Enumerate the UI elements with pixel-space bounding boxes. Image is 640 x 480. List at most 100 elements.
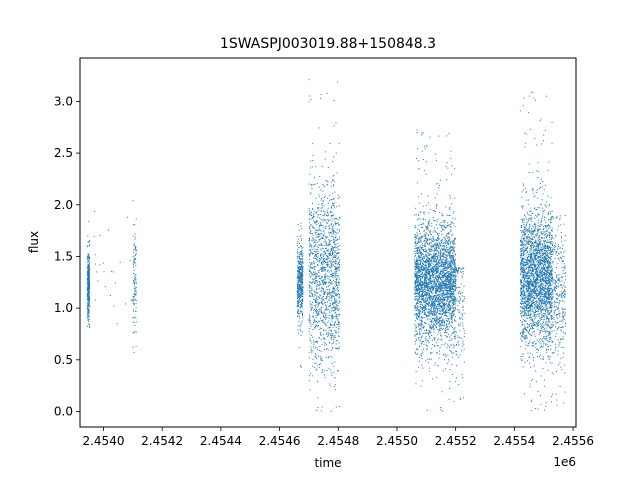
data-point (435, 299, 437, 301)
data-point (314, 255, 316, 257)
data-point (319, 244, 321, 246)
data-point (135, 317, 137, 319)
data-point (451, 255, 453, 257)
data-point (300, 273, 302, 275)
data-point (414, 235, 416, 237)
data-point (324, 311, 326, 313)
data-point (319, 309, 321, 311)
data-point (331, 273, 333, 275)
data-point (318, 253, 320, 255)
data-point (87, 272, 89, 274)
data-point (444, 267, 446, 269)
data-point (445, 307, 447, 309)
data-point (432, 298, 434, 300)
data-point (327, 261, 329, 263)
data-point (433, 305, 435, 307)
data-point (299, 265, 301, 267)
data-point (313, 245, 315, 247)
data-point (449, 275, 451, 277)
data-point (328, 243, 330, 245)
data-point (415, 290, 417, 292)
data-point (320, 223, 322, 225)
data-point (332, 335, 334, 337)
data-point (445, 270, 447, 272)
data-point (104, 286, 106, 288)
data-point (333, 275, 335, 277)
data-point (446, 250, 448, 252)
data-point (428, 341, 430, 343)
data-point (132, 255, 134, 257)
data-point (297, 313, 299, 315)
data-point (416, 250, 418, 252)
data-point (428, 315, 429, 317)
data-point (437, 295, 439, 297)
data-point (439, 322, 441, 324)
data-point (415, 371, 417, 373)
data-point (441, 279, 443, 281)
data-point (420, 355, 422, 357)
data-point (87, 282, 89, 284)
data-point (333, 260, 335, 262)
data-point (314, 240, 316, 242)
data-point (436, 247, 438, 248)
data-point (338, 295, 340, 297)
data-point (421, 294, 423, 296)
data-point (414, 276, 416, 278)
data-point (312, 234, 314, 236)
data-point (450, 241, 452, 243)
data-point (325, 266, 327, 268)
data-point (414, 262, 416, 264)
plot-area (80, 58, 576, 427)
data-point (442, 269, 444, 271)
data-point (435, 205, 437, 207)
data-point (416, 232, 418, 234)
data-point (450, 274, 452, 276)
data-point (313, 321, 315, 323)
data-point (443, 275, 445, 277)
data-point (422, 296, 424, 298)
data-point (298, 313, 300, 315)
data-point (422, 327, 424, 329)
data-point (331, 275, 333, 277)
data-point (442, 284, 444, 286)
data-point (432, 246, 434, 248)
data-point (414, 225, 416, 227)
data-point (318, 240, 320, 242)
data-point (299, 296, 301, 298)
data-point (337, 269, 339, 271)
data-point (439, 250, 441, 252)
data-point (322, 321, 324, 323)
data-point (312, 267, 314, 269)
data-point (322, 269, 324, 271)
data-point (334, 246, 336, 248)
data-point (314, 232, 316, 234)
data-point (450, 288, 452, 290)
data-point (320, 94, 322, 96)
data-point (453, 331, 455, 333)
data-point (431, 319, 433, 321)
data-point (436, 329, 438, 331)
data-point (336, 299, 338, 301)
data-point (436, 247, 438, 249)
data-point (315, 220, 317, 222)
data-point (417, 267, 419, 269)
data-point (446, 286, 448, 288)
data-point (300, 283, 302, 285)
data-point (450, 308, 452, 310)
data-point (444, 273, 446, 275)
data-point (453, 310, 455, 312)
data-point (443, 298, 445, 300)
data-point (428, 278, 430, 280)
data-point (321, 207, 323, 209)
data-point (440, 230, 442, 232)
data-point (327, 331, 329, 333)
data-point (298, 281, 300, 283)
data-point (443, 292, 445, 294)
data-point (417, 270, 419, 272)
data-point (420, 253, 422, 255)
data-point (338, 265, 340, 267)
data-point (327, 214, 329, 216)
data-point (428, 274, 430, 276)
data-point (438, 357, 440, 359)
data-point (331, 374, 333, 376)
